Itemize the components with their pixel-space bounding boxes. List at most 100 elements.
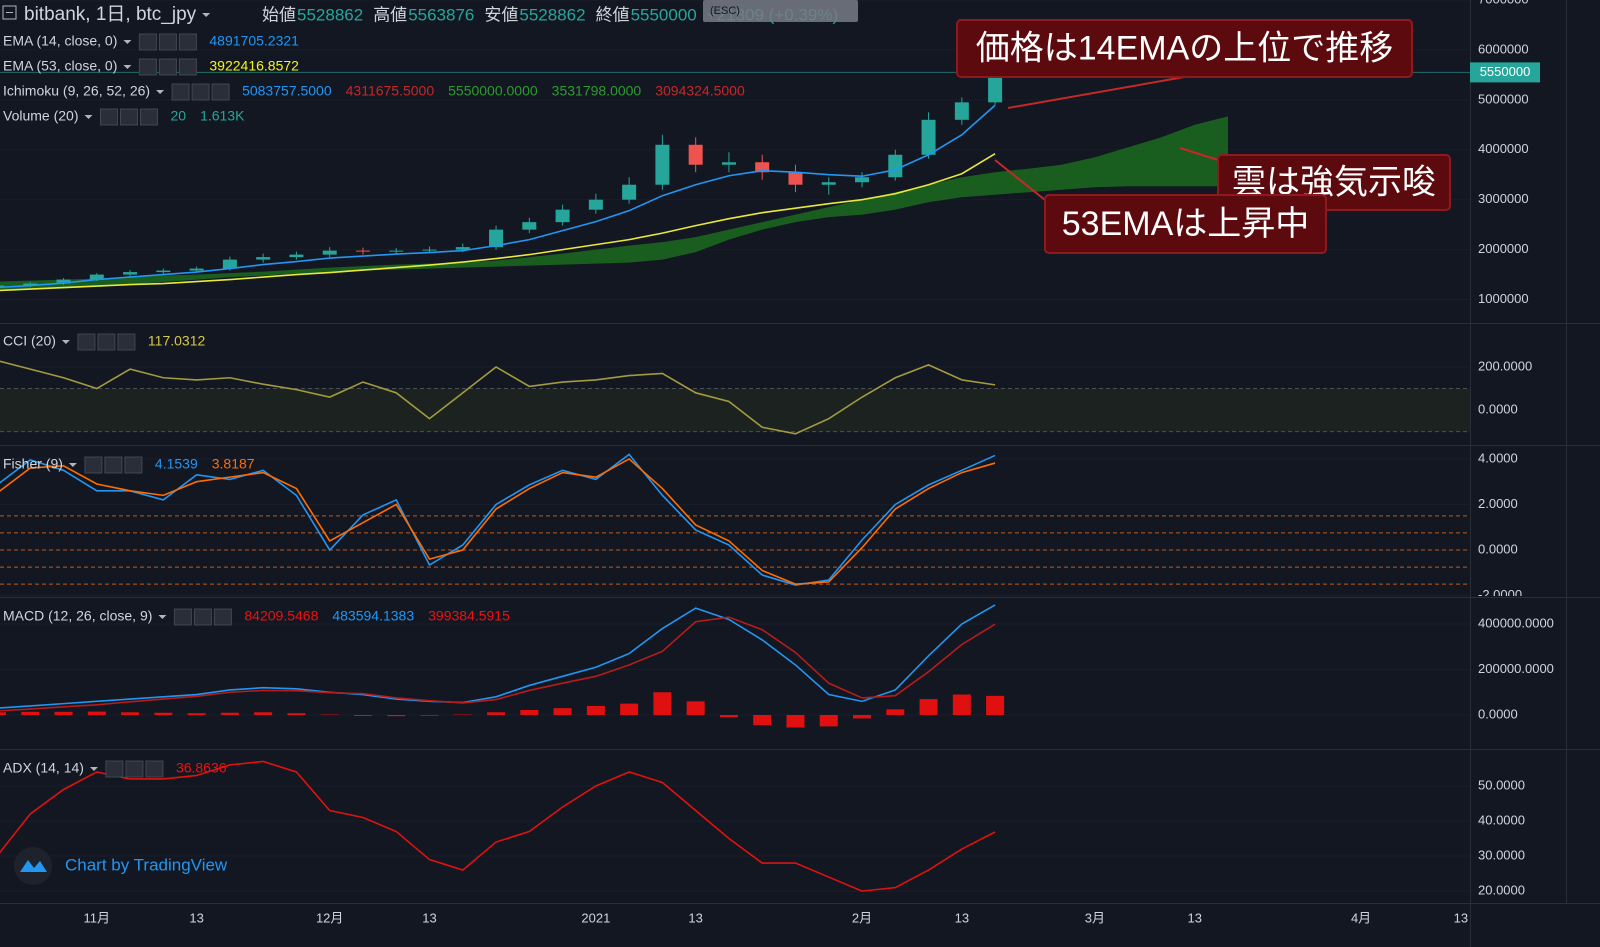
- legend-icon: [104, 456, 123, 474]
- histogram-bar: [0, 712, 6, 716]
- y-tick-label: 20.0000: [1478, 883, 1525, 898]
- ichimoku-cloud: [0, 116, 1228, 291]
- y-tick-label: 0.0000: [1478, 401, 1518, 416]
- candle-body: [855, 177, 870, 183]
- legend-icon: [171, 83, 190, 101]
- legend-value: 4891705.2321: [209, 33, 299, 49]
- histogram-bar: [553, 708, 572, 716]
- candle-body: [23, 283, 38, 286]
- histogram-bar: [620, 703, 639, 716]
- annotation-arrow: [1007, 75, 1191, 109]
- candle-body: [455, 247, 470, 250]
- legend-value: 1.613K: [200, 108, 245, 124]
- histogram-bar: [420, 715, 439, 716]
- x-tick-label: 13: [955, 910, 969, 925]
- histogram-bar: [819, 715, 838, 727]
- legend-icon: [158, 33, 177, 51]
- x-tick-label: 13: [1187, 910, 1201, 925]
- legend-icon: [191, 83, 210, 101]
- candle-body: [156, 270, 171, 273]
- candle-body: [555, 209, 570, 223]
- histogram-bar: [220, 712, 239, 716]
- legend: Fisher (9) 4.1539 3.8187: [3, 456, 255, 474]
- legend-icon: [178, 33, 197, 51]
- symbol: bitbank, 1日, btc_jpy: [24, 4, 197, 25]
- legend-icon: [158, 58, 177, 76]
- y-tick-label: 0.0000: [1478, 541, 1518, 556]
- y-tick-label: 2000000: [1478, 241, 1529, 256]
- histogram-bar: [21, 711, 40, 716]
- y-tick-label: 50.0000: [1478, 777, 1525, 792]
- y-tick-label: 4000000: [1478, 141, 1529, 156]
- candle-body: [588, 199, 603, 210]
- y-tick-label: 400000.0000: [1478, 615, 1554, 630]
- x-tick-label: 13: [688, 910, 702, 925]
- candle-body: [489, 229, 504, 248]
- legend-value: 4311675.5000: [346, 83, 435, 99]
- tooltip: [703, 0, 858, 22]
- logo: [14, 847, 52, 885]
- candle-body: [522, 222, 537, 230]
- series-line: [0, 360, 996, 435]
- annotation-box: [1044, 194, 1327, 254]
- histogram-bar: [387, 715, 406, 717]
- watermark-text[interactable]: Chart by TradingView: [65, 855, 228, 874]
- candle-body: [921, 119, 936, 155]
- legend-value: 36.8636: [176, 760, 227, 776]
- legend-icon: [124, 456, 143, 474]
- legend-arrow: [123, 65, 132, 69]
- legend-icon: [178, 58, 197, 76]
- candle-body: [322, 250, 337, 255]
- histogram-bar: [919, 699, 938, 716]
- candle-body: [256, 257, 271, 260]
- logo: [20, 860, 47, 872]
- candle-body: [189, 268, 204, 271]
- ohlc-label: 安値: [484, 5, 518, 24]
- histogram-bar: [254, 712, 273, 716]
- y-tick-label: 200000.0000: [1478, 661, 1554, 676]
- candle-body: [688, 144, 703, 165]
- legend: Ichimoku (9, 26, 52, 26) 5083757.5000 4311…: [3, 83, 745, 101]
- x-tick-label: 11月: [84, 910, 111, 925]
- legend-value: 483594.1383: [332, 608, 414, 624]
- annotation-arrow: [994, 159, 1046, 201]
- candle-body: [821, 182, 836, 185]
- collapse-icon[interactable]: [2, 5, 17, 20]
- x-tick-label: 12月: [316, 910, 343, 925]
- legend-name: EMA (53, close, 0): [3, 58, 117, 74]
- legend: CCI (20) 117.0312: [3, 333, 205, 351]
- legend-icon: [193, 608, 212, 626]
- candle-body: [655, 144, 670, 185]
- y-tick-label: 3000000: [1478, 191, 1529, 206]
- ohlc-value: 5528862: [297, 5, 363, 24]
- candle-body: [888, 154, 903, 178]
- legend-value: 3922416.8572: [209, 58, 299, 74]
- histogram-bar: [986, 695, 1005, 716]
- candle-body: [422, 249, 437, 251]
- legend-value: 399384.5915: [428, 608, 510, 624]
- legend-name: CCI (20): [3, 333, 56, 349]
- panel: 0.0000 200.0000: [0, 358, 1532, 435]
- candle-body: [289, 254, 304, 258]
- panel: 0.0000 200000.0000 400000.0000: [0, 604, 1554, 728]
- legend-icon: [213, 608, 232, 626]
- ohlc-value: 5528862: [519, 5, 585, 24]
- series-line: [0, 604, 996, 709]
- series-line: [0, 457, 996, 585]
- y-tick-label: 5000000: [1478, 91, 1529, 106]
- y-tick-label: -2.0000: [1478, 587, 1522, 602]
- price-tag: [1470, 62, 1540, 83]
- legend-name: MACD (12, 26, close, 9): [3, 608, 152, 624]
- legend-name: ADX (14, 14): [3, 760, 84, 776]
- legend: ADX (14, 14) 36.8636: [3, 760, 227, 778]
- histogram-bar: [886, 709, 905, 716]
- price-tag-label: 5550000: [1480, 64, 1531, 79]
- legend-icon: [138, 33, 157, 51]
- y-tick-label: 40.0000: [1478, 812, 1525, 827]
- legend: MACD (12, 26, close, 9) 84209.5468 483594.…: [3, 608, 510, 626]
- candle-body: [988, 72, 1003, 103]
- histogram-bar: [121, 712, 140, 716]
- y-tick-label: 2.0000: [1478, 496, 1518, 511]
- x-tick-label: 13: [422, 910, 436, 925]
